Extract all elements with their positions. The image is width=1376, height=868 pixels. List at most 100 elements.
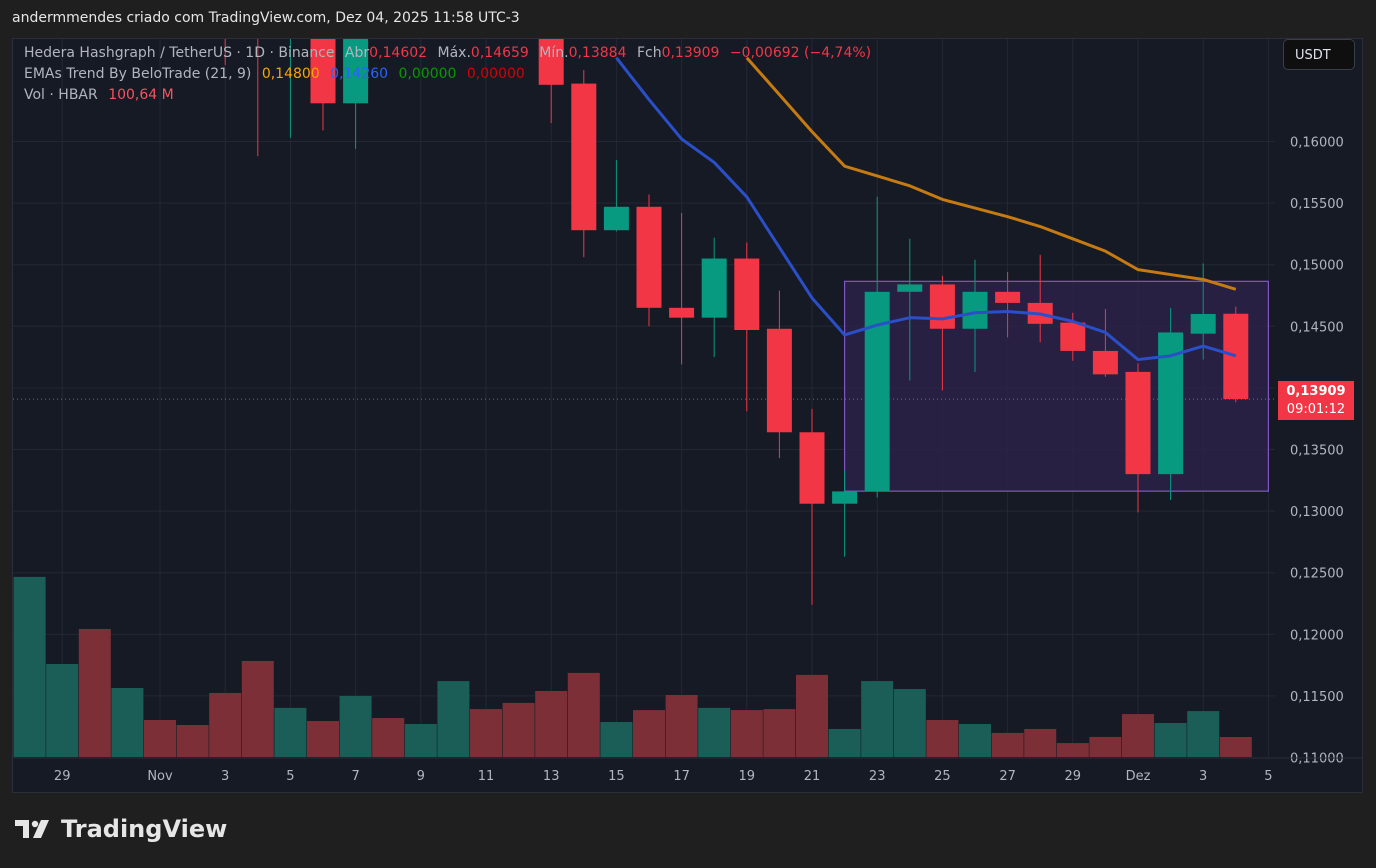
indicator-title[interactable]: EMAs Trend By BeloTrade (21, 9): [24, 66, 252, 82]
volume-bar: [861, 681, 894, 757]
volume-legend: Vol · HBAR 100,64 M: [24, 87, 180, 103]
change-value: −0,00692 (−4,74%): [729, 45, 872, 61]
x-tick-label: 17: [673, 769, 690, 784]
plot-area: [13, 0, 1275, 757]
volume-bar: [535, 690, 568, 757]
candle-body: [213, 0, 238, 18]
candle-body: [310, 39, 336, 104]
volume-value: 100,64 M: [108, 87, 174, 103]
volume-bar: [730, 710, 763, 757]
candle-body: [1125, 371, 1151, 475]
symbol-title[interactable]: Hedera Hashgraph / TetherUS · 1D · Binan…: [24, 45, 335, 61]
attribution-text: andermmendes criado com TradingView.com,…: [12, 10, 520, 26]
ema9-line: [615, 56, 1237, 362]
low-value: 0,13884: [568, 45, 627, 61]
volume-bar: [437, 681, 470, 757]
x-tick-label: Dez: [1126, 769, 1151, 784]
y-tick-label: 0,15000: [1290, 259, 1344, 274]
x-tick-label: 3: [221, 769, 229, 784]
indicator-legend: EMAs Trend By BeloTrade (21, 9) 0,14800 …: [24, 66, 531, 82]
ema9-value: 0,14260: [330, 66, 389, 82]
volume-title[interactable]: Vol · HBAR: [24, 87, 98, 103]
candle-body: [1190, 313, 1216, 334]
indicator-value-3: 0,00000: [398, 66, 457, 82]
volume-bar: [176, 724, 209, 757]
volume-bar: [763, 709, 796, 757]
volume-bar: [502, 702, 535, 757]
x-tick-label: 11: [478, 769, 495, 784]
volume-bar: [567, 672, 600, 757]
close-value: 0,13909: [661, 45, 720, 61]
x-tick-label: 5: [1264, 769, 1272, 784]
x-tick-label: 23: [869, 769, 886, 784]
volume-bar: [144, 720, 176, 757]
ema21-line: [745, 56, 1237, 291]
y-tick-label: 0,13500: [1290, 444, 1344, 459]
candle-body: [1060, 322, 1086, 351]
volume-bar: [1122, 714, 1154, 757]
x-tick-label: 25: [934, 769, 951, 784]
candle-body: [995, 291, 1021, 303]
candle-body: [343, 39, 369, 104]
x-tick-label: 3: [1199, 769, 1207, 784]
x-tick-label: 21: [804, 769, 821, 784]
y-tick-label: 0,12500: [1290, 567, 1344, 582]
candle-body: [799, 432, 825, 504]
open-value: 0,14602: [369, 45, 428, 61]
open-label: Abr: [344, 45, 370, 61]
last-price-label: 0,13909 09:01:12: [1278, 381, 1354, 420]
last-price-value: 0,13909: [1286, 384, 1346, 399]
candle-body: [962, 291, 988, 329]
candle-body: [603, 206, 629, 231]
volume-bar: [307, 721, 339, 757]
volume-bar: [893, 689, 926, 757]
volume-bar: [241, 660, 274, 757]
x-tick-label: 5: [286, 769, 294, 784]
high-label: Máx.: [437, 45, 471, 61]
tradingview-logo[interactable]: TradingView: [15, 815, 227, 843]
ema21-value: 0,14800: [261, 66, 320, 82]
bar-countdown: 09:01:12: [1286, 402, 1346, 417]
volume-bar: [665, 694, 698, 757]
low-label: Mín.: [539, 45, 569, 61]
y-tick-label: 0,16000: [1290, 135, 1344, 150]
volume-bar: [339, 695, 372, 757]
candle-body: [245, 0, 270, 31]
symbol-legend: Hedera Hashgraph / TetherUS · 1D · Binan…: [24, 45, 877, 61]
x-tick-label: Nov: [147, 769, 173, 784]
volume-bar: [633, 710, 665, 757]
volume-bar: [372, 718, 405, 757]
candle-body: [669, 307, 695, 318]
candle-body: [278, 6, 303, 31]
x-tick-label: 7: [351, 769, 359, 784]
volume-bar: [796, 674, 828, 757]
volume-bar: [1219, 736, 1252, 757]
volume-bar: [1056, 743, 1089, 757]
tradingview-logo-icon: [15, 820, 49, 838]
x-tick-label: 9: [417, 769, 425, 784]
x-tick-label: 27: [999, 769, 1016, 784]
brand-name: TradingView: [61, 815, 228, 843]
currency-button[interactable]: USDT: [1283, 39, 1355, 70]
volume-bar: [404, 723, 437, 757]
candle-body: [538, 39, 564, 85]
candle-body: [1092, 350, 1118, 375]
volume-bar: [828, 728, 861, 757]
x-tick-label: 19: [739, 769, 756, 784]
volume-bar: [926, 720, 959, 757]
candle-body: [734, 258, 760, 330]
candle-body: [571, 83, 597, 231]
high-value: 0,14659: [470, 45, 529, 61]
y-tick-label: 0,15500: [1290, 197, 1344, 212]
y-tick-label: 0,13000: [1290, 505, 1344, 520]
volume-bar: [1024, 728, 1057, 757]
volume-bar: [600, 722, 633, 757]
y-tick-label: 0,14500: [1290, 320, 1344, 335]
candle-body: [929, 284, 955, 329]
y-tick-label: 0,11500: [1290, 690, 1344, 705]
volume-bar: [991, 732, 1024, 757]
volume-bar: [959, 723, 991, 757]
volume-bar: [46, 663, 79, 757]
volume-bar: [209, 692, 242, 757]
